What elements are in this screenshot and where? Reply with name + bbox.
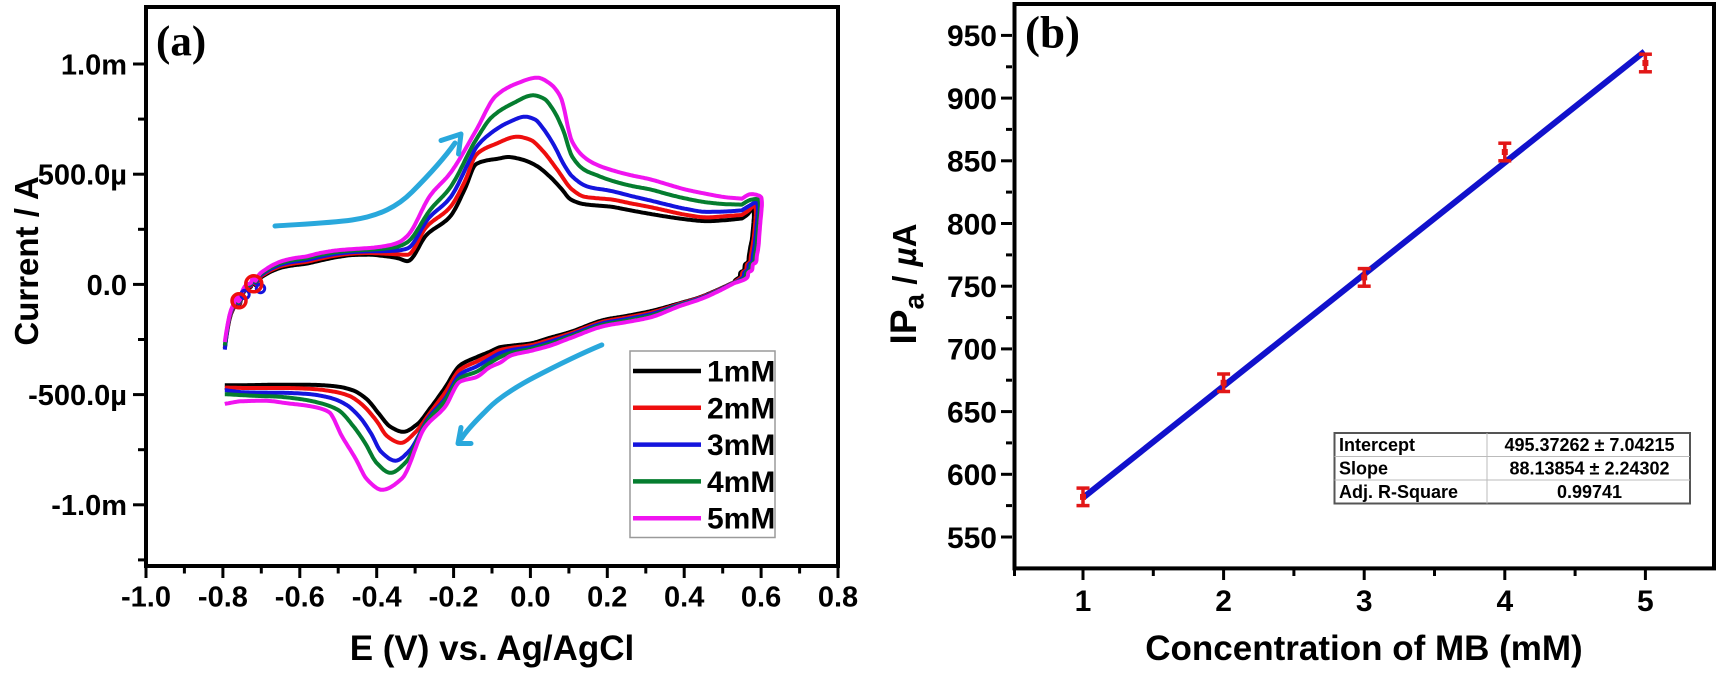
svg-text:0.0: 0.0 [87,270,127,302]
svg-text:0.99741: 0.99741 [1557,482,1622,502]
svg-text:Adj. R-Square: Adj. R-Square [1339,482,1458,502]
svg-text:-1.0: -1.0 [121,582,171,614]
svg-text:1: 1 [1075,585,1092,618]
svg-text:1.0m: 1.0m [61,49,127,81]
svg-text:-0.4: -0.4 [352,582,402,614]
svg-text:0.4: 0.4 [664,582,704,614]
svg-text:3: 3 [1356,585,1373,618]
svg-text:Intercept: Intercept [1339,435,1415,455]
svg-text:-0.6: -0.6 [275,582,325,614]
svg-text:Concentration of MB (mM): Concentration of MB (mM) [1145,629,1582,668]
svg-text:0.2: 0.2 [587,582,627,614]
svg-text:5mM: 5mM [707,503,775,536]
svg-text:4mM: 4mM [707,466,775,499]
svg-text:700: 700 [947,334,997,367]
svg-text:E (V) vs. Ag/AgCl: E (V) vs. Ag/AgCl [350,629,635,668]
svg-text:750: 750 [947,271,997,304]
svg-text:-1.0m: -1.0m [51,490,127,522]
svg-text:900: 900 [947,83,997,116]
svg-text:4: 4 [1496,585,1513,618]
svg-text:495.37262 ± 7.04215: 495.37262 ± 7.04215 [1504,435,1674,455]
svg-text:88.13854 ± 2.24302: 88.13854 ± 2.24302 [1509,459,1669,479]
svg-text:550: 550 [947,522,997,555]
svg-text:0.6: 0.6 [741,582,781,614]
svg-text:-500.0µ: -500.0µ [28,380,127,412]
svg-text:850: 850 [947,146,997,179]
svg-text:950: 950 [947,20,997,53]
svg-text:800: 800 [947,208,997,241]
svg-text:-0.2: -0.2 [429,582,479,614]
svg-text:600: 600 [947,459,997,492]
svg-text:0.8: 0.8 [818,582,858,614]
svg-text:3mM: 3mM [707,429,775,462]
svg-text:0.0: 0.0 [510,582,550,614]
svg-text:(a): (a) [156,18,206,65]
svg-text:500.0µ: 500.0µ [38,160,127,192]
svg-text:2mM: 2mM [707,392,775,425]
svg-text:(b): (b) [1025,8,1080,58]
svg-text:650: 650 [947,396,997,429]
svg-text:5: 5 [1637,585,1654,618]
svg-text:1mM: 1mM [707,356,775,389]
svg-text:2: 2 [1215,585,1232,618]
svg-text:Current / A: Current / A [8,176,45,345]
svg-text:-0.8: -0.8 [198,582,248,614]
svg-text:Slope: Slope [1339,459,1388,479]
svg-text:IPa / µA: IPa / µA [883,224,930,345]
